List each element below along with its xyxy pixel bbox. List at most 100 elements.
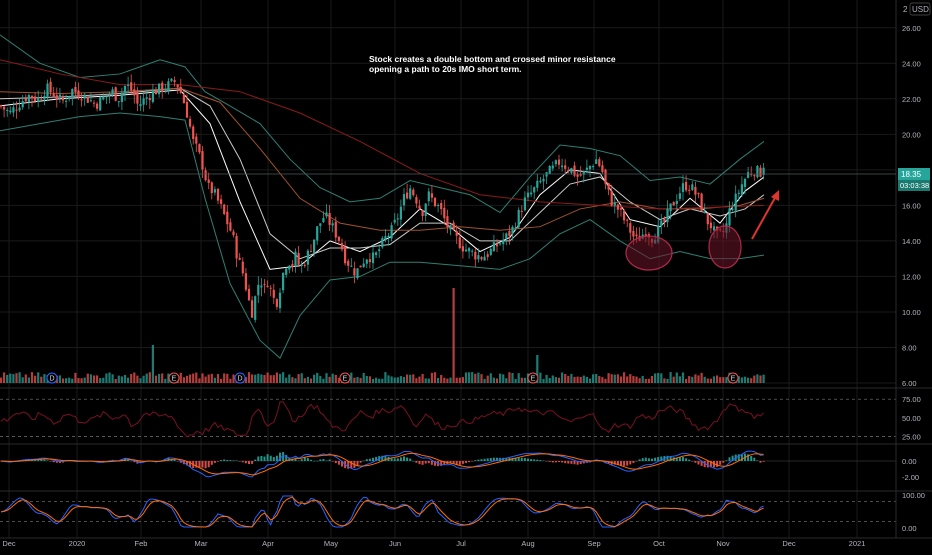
candle-body <box>220 199 223 204</box>
macd-histogram-bar <box>762 461 765 462</box>
volume-bar <box>430 372 433 383</box>
volume-bar <box>719 377 722 383</box>
candle-body <box>288 265 291 270</box>
candle-body <box>471 250 474 252</box>
price-badge-value: 18.35 <box>901 170 922 179</box>
candle-body <box>347 260 350 266</box>
volume-bar <box>117 375 120 383</box>
macd-histogram-bar <box>440 461 443 466</box>
macd-histogram-bar <box>285 454 288 461</box>
candle-body <box>399 206 402 220</box>
x-tick-label: Feb <box>135 539 148 548</box>
macd-histogram-bar <box>248 461 250 465</box>
volume-bar <box>564 374 567 383</box>
macd-histogram-bar <box>195 461 198 468</box>
candle-body <box>368 259 371 263</box>
x-tick-label: Jul <box>456 539 466 548</box>
volume-bar <box>486 375 489 383</box>
macd-histogram-bar <box>49 461 52 462</box>
moving-average-line <box>0 89 765 270</box>
candle-body <box>623 211 626 221</box>
macd-histogram-bar <box>579 461 582 465</box>
y-tick-label: 24.00 <box>902 59 921 68</box>
volume-bar <box>685 378 688 383</box>
currency-label: USD <box>912 5 929 14</box>
volume-bar <box>635 376 638 383</box>
volume-bar <box>182 377 185 383</box>
candle-body <box>238 257 241 260</box>
volume-bar <box>421 373 424 383</box>
volume-bar <box>712 376 716 383</box>
volume-bar <box>619 376 623 383</box>
candle-body <box>644 234 647 237</box>
candle-body <box>381 238 384 248</box>
candle-body <box>120 92 123 102</box>
y-tick-label: 8.00 <box>902 343 917 352</box>
macd-histogram-bar <box>449 461 452 463</box>
volume-bar <box>21 377 24 383</box>
volume-bar <box>381 378 384 383</box>
volume-bar <box>229 378 232 383</box>
macd-histogram-bar <box>102 461 105 462</box>
candle-body <box>80 99 83 101</box>
candle-body <box>133 89 136 96</box>
volume-bar <box>254 374 257 383</box>
volume-bar <box>334 374 337 383</box>
candle-body <box>322 217 325 223</box>
candle-body <box>173 80 176 83</box>
macd-histogram-bar <box>328 459 331 461</box>
macd-histogram-bar <box>489 458 492 461</box>
macd-histogram-bar <box>539 460 542 461</box>
candle-body <box>616 204 619 210</box>
event-marker-label: D <box>237 376 242 383</box>
candle-body <box>712 226 716 231</box>
volume-bar <box>468 372 471 383</box>
candle-body <box>43 95 46 100</box>
moving-average-line <box>0 87 765 260</box>
candle-body <box>520 210 523 212</box>
volume-bar <box>592 374 595 383</box>
macd-histogram-bar <box>641 458 644 461</box>
volume-bar <box>561 372 564 383</box>
currency-box[interactable] <box>909 2 931 16</box>
candle-body <box>340 243 344 250</box>
countdown-badge <box>898 180 930 191</box>
candle-body <box>111 89 114 94</box>
candle-body <box>523 197 526 211</box>
volume-bar <box>455 377 458 383</box>
macd-histogram-bar <box>306 457 309 461</box>
candle-body <box>458 237 461 249</box>
macd-histogram-bar <box>55 461 58 463</box>
macd-histogram-bar <box>37 460 40 461</box>
candle-body <box>359 265 362 268</box>
candle-body <box>148 97 151 101</box>
volume-bar <box>288 374 291 383</box>
candle-body <box>99 97 102 111</box>
candle-body <box>511 226 514 234</box>
volume-bar <box>294 378 297 383</box>
macd-histogram-bar <box>716 461 719 467</box>
volume-bar <box>706 378 709 383</box>
macd-histogram-bar <box>310 459 312 461</box>
macd-histogram-bar <box>737 454 740 461</box>
macd-histogram-bar <box>471 461 474 462</box>
candle-body <box>530 192 533 195</box>
candle-body <box>15 109 18 111</box>
macd-histogram-bar <box>213 461 216 463</box>
macd-histogram-bar <box>533 459 536 461</box>
candle-body <box>740 184 743 195</box>
volume-bar <box>96 375 99 383</box>
volume-bar <box>282 372 285 383</box>
candle-body <box>607 183 610 190</box>
candle-body <box>65 100 68 102</box>
volume-bar <box>210 373 213 383</box>
volume-bar <box>198 378 201 383</box>
volume-bar <box>213 377 216 383</box>
volume-bar <box>495 378 499 383</box>
candle-body <box>554 160 557 165</box>
candle-body <box>728 208 731 226</box>
volume-bar <box>86 373 89 383</box>
volume-bar <box>536 355 539 383</box>
